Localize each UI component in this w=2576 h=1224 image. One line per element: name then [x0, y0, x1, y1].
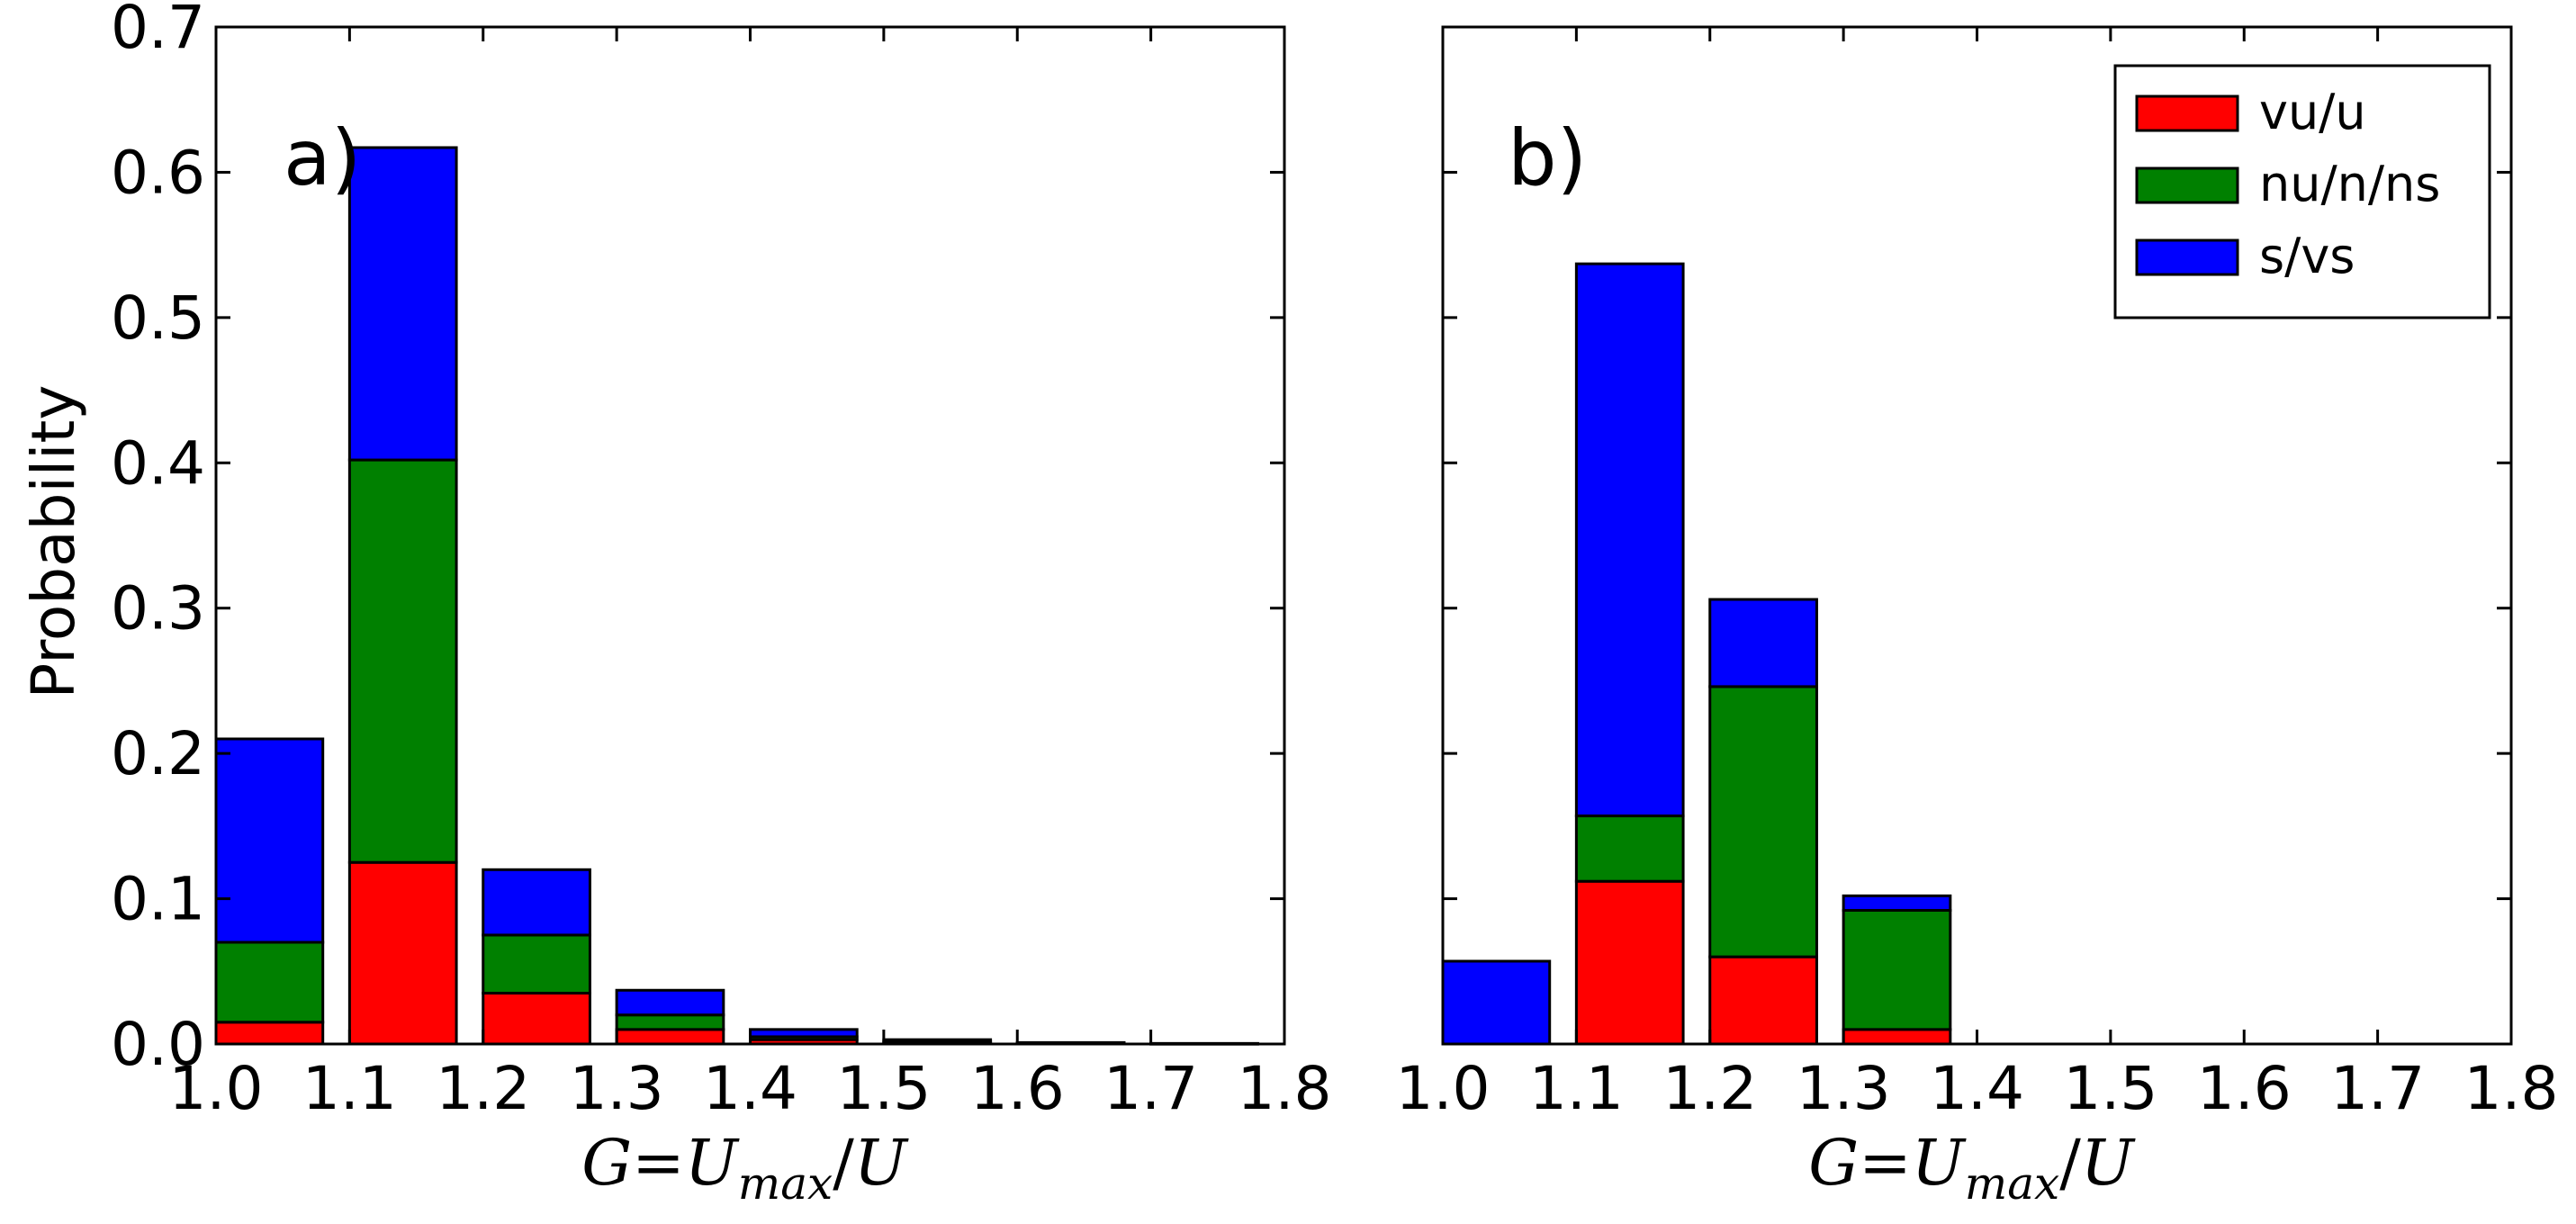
y-axis-label: Probability	[19, 385, 88, 699]
bar-b-vu-u-1.2	[1708, 955, 1818, 1046]
y-tick-label: 0.2	[111, 719, 205, 788]
bar-a-nu-n-ns-1.1	[347, 458, 458, 864]
panel-a-bars	[214, 146, 1259, 1046]
bar-a-nu-n-ns-1.2	[482, 933, 591, 995]
x-tick-label: 1.8	[2464, 1054, 2559, 1123]
bar-a-vu-u-1.2	[482, 992, 591, 1046]
bar-a-s-vs-1.1	[347, 146, 458, 462]
x-label-slash: /	[2059, 1126, 2081, 1200]
bar-b-nu-n-ns-1.1	[1574, 814, 1685, 883]
y-tick-label: 0.3	[111, 574, 205, 644]
x-tick-label: 1.4	[703, 1054, 797, 1123]
x-tick-label: 1.4	[1930, 1054, 2024, 1123]
x-tick-label: 1.1	[302, 1054, 397, 1123]
x-tick-label: 1.2	[436, 1054, 530, 1123]
y-tick-label: 0.4	[111, 428, 205, 498]
bar-a-nu-n-ns-1.3	[615, 1013, 725, 1031]
panel-a-x-tick-labels: 1.0 1.1 1.2 1.3 1.4 1.5 1.6 1.7 1.8	[169, 1054, 1332, 1123]
bar-b-nu-n-ns-1.2	[1708, 685, 1818, 958]
panel-b-x-axis-label: G=Umax/U	[1808, 1126, 2136, 1210]
x-tick-label: 1.3	[1797, 1054, 1891, 1123]
x-label-slash: /	[833, 1126, 854, 1200]
y-tick-label: 0.6	[111, 138, 205, 207]
x-label-g: G	[1808, 1126, 1859, 1200]
panel-b-x-tick-labels: 1.0 1.1 1.2 1.3 1.4 1.5 1.6 1.7 1.8	[1396, 1054, 2559, 1123]
legend: vu/u nu/n/ns s/vs	[2113, 64, 2491, 320]
x-label-u-den: U	[854, 1126, 909, 1200]
x-tick-label: 1.1	[1529, 1054, 1624, 1123]
y-tick-label: 0.1	[111, 865, 205, 934]
bar-a-s-vs-1.2	[482, 868, 591, 937]
panel-b-ticks	[1441, 25, 2513, 1046]
legend-label-vu-u: vu/u	[2259, 84, 2366, 140]
legend-label-nu-n-ns: nu/n/ns	[2259, 156, 2440, 212]
x-tick-label: 1.6	[2197, 1054, 2292, 1123]
x-label-g: G	[581, 1126, 632, 1200]
bar-b-vu-u-1.3	[1842, 1028, 1952, 1046]
x-label-sub: max	[738, 1157, 833, 1210]
bar-b-nu-n-ns-1.3	[1842, 908, 1952, 1031]
bar-a-vu-u-1.0	[214, 1021, 325, 1046]
x-label-eq: =	[1859, 1126, 1912, 1200]
bar-b-s-vs-1.3	[1842, 894, 1952, 912]
bar-a-vu-u-1.3	[615, 1028, 725, 1046]
panel-a-ticks	[214, 25, 1286, 1046]
bar-b-s-vs-1.1	[1574, 262, 1685, 818]
x-label-u: U	[685, 1126, 740, 1200]
panel-b-label: b)	[1508, 113, 1587, 203]
x-tick-label: 1.7	[2330, 1054, 2425, 1123]
bar-a-s-vs-1.3	[615, 988, 725, 1017]
panel-a-y-tick-labels: 0.0 0.1 0.2 0.3 0.4 0.5 0.6 0.7	[111, 0, 205, 1079]
panel-b-bars	[1441, 262, 1952, 1046]
y-tick-label: 0.7	[111, 0, 205, 62]
x-tick-label: 1.0	[1396, 1054, 1491, 1123]
legend-swatch-nu-n-ns	[2135, 166, 2239, 204]
bar-a-vu-u-1.1	[347, 860, 458, 1046]
bar-a-s-vs-1.4	[749, 1028, 859, 1039]
bar-b-vu-u-1.1	[1574, 879, 1685, 1046]
bar-a-s-vs-1.5	[882, 1038, 993, 1043]
x-tick-label: 1.7	[1103, 1054, 1198, 1123]
x-label-u: U	[1912, 1126, 1967, 1200]
bar-a-nu-n-ns-1.0	[214, 940, 325, 1024]
panel-b: 1.0 1.1 1.2 1.3 1.4 1.5 1.6 1.7 1.8 b) vu/u nu/n/…	[1396, 25, 2559, 1210]
x-label-sub: max	[1965, 1157, 2059, 1210]
panel-a-x-axis-label: G=Umax/U	[581, 1126, 909, 1210]
x-label-u-den: U	[2081, 1126, 2136, 1200]
y-tick-label: 0.0	[111, 1010, 205, 1079]
x-tick-label: 1.0	[169, 1054, 264, 1123]
legend-label-s-vs: s/vs	[2259, 228, 2355, 284]
legend-swatch-vu-u	[2135, 94, 2239, 132]
bar-b-s-vs-1.2	[1708, 598, 1818, 688]
bar-a-s-vs-1.0	[214, 737, 325, 944]
x-label-eq: =	[632, 1126, 685, 1200]
bar-b-s-vs-1.0	[1441, 959, 1552, 1046]
x-tick-label: 1.8	[1238, 1054, 1332, 1123]
y-tick-label: 0.5	[111, 284, 205, 353]
x-tick-label: 1.6	[970, 1054, 1065, 1123]
panel-a-label: a)	[284, 113, 361, 203]
x-tick-label: 1.2	[1662, 1054, 1757, 1123]
x-tick-label: 1.5	[2063, 1054, 2157, 1123]
panel-a: 0.0 0.1 0.2 0.3 0.4 0.5 0.6 0.7 1.0 1.1 1.2 1.3 1.4…	[19, 0, 1331, 1210]
x-tick-label: 1.3	[570, 1054, 664, 1123]
x-tick-label: 1.5	[836, 1054, 931, 1123]
legend-swatch-s-vs	[2135, 238, 2239, 276]
